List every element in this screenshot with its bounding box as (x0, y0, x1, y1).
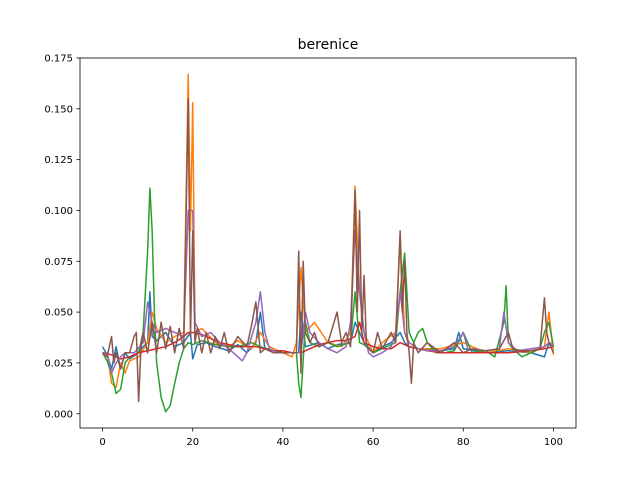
plot-frame (79, 57, 577, 429)
x-tick-label: 20 (186, 437, 199, 448)
y-tick-label: 0.025 (44, 358, 73, 369)
series-layer (101, 73, 555, 413)
y-tick-label: 0.125 (44, 155, 73, 166)
axes-layer: 0 20 40 60 80 100 0.000 0.025 0.050 0.075 0.100 0.1… (44, 54, 563, 449)
y-tick-label: 0.000 (44, 409, 73, 420)
x-tick-label: 80 (457, 437, 470, 448)
series-line-6 (102, 97, 555, 403)
chart-title: berenice (298, 37, 359, 53)
y-tick-label: 0.175 (44, 54, 73, 65)
series-line-3 (101, 187, 555, 413)
x-tick-label: 60 (367, 437, 380, 448)
x-tick-label: 40 (277, 437, 290, 448)
x-tick-label: 0 (99, 437, 105, 448)
y-tick-label: 0.150 (44, 104, 73, 115)
y-tick-label: 0.075 (44, 257, 73, 268)
x-tick-label: 100 (544, 437, 563, 448)
series-line-5 (102, 209, 554, 374)
y-tick-label: 0.050 (44, 308, 73, 319)
y-tick-label: 0.100 (44, 206, 73, 217)
